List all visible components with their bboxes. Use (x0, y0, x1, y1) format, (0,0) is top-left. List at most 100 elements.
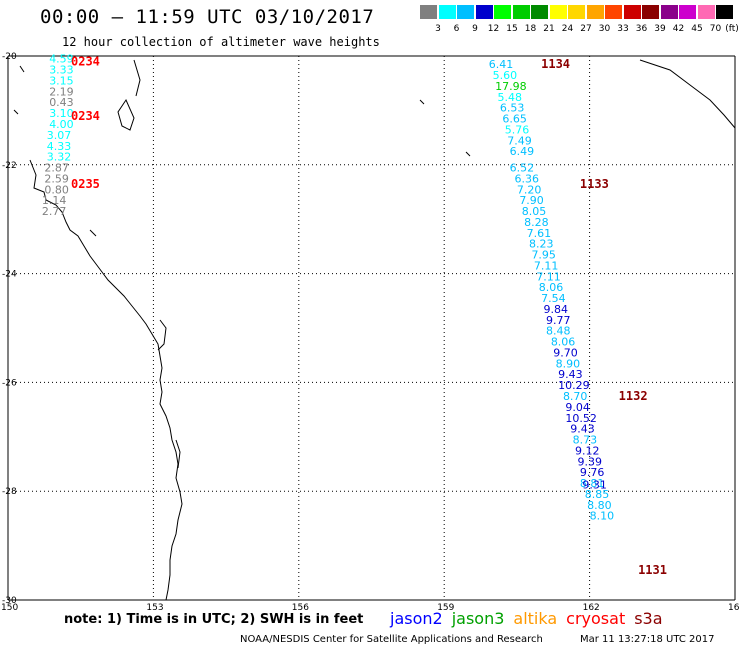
wave-height-value: 8.10 (590, 510, 615, 523)
scale-swatch (512, 5, 530, 19)
scale-swatch (586, 5, 604, 19)
wave-height-value: 9.70 (553, 346, 578, 359)
wave-height-value: 7.61 (527, 227, 552, 240)
wave-height-value: 6.41 (489, 58, 513, 71)
wave-height-value: 6.36 (514, 172, 539, 185)
scale-swatch (716, 5, 733, 19)
wave-height-value: 7.54 (541, 292, 566, 305)
scale-swatch (623, 5, 641, 19)
scale-label: 39 (654, 24, 666, 34)
wave-height-value: 10.52 (565, 412, 597, 425)
island-4 (13, 109, 19, 115)
lat-tick-label: -24 (2, 270, 17, 280)
lat-tick-label: -30 (2, 596, 17, 606)
scale-label: 36 (635, 24, 648, 34)
satellite-name: jason3 (451, 609, 505, 628)
scale-label: 12 (487, 24, 500, 34)
scale-label: 45 (691, 24, 703, 34)
island-1 (419, 99, 425, 105)
pass-time-label: 1131 (638, 563, 667, 577)
scale-label: 42 (672, 24, 685, 34)
wave-height-value: 2.77 (42, 205, 67, 218)
wave-height-value: 6.65 (502, 113, 527, 126)
pass-time-label: 0235 (71, 177, 100, 191)
wave-height-value: 9.39 (577, 455, 602, 468)
fraser-island (157, 319, 167, 351)
page-title: 00:00 – 11:59 UTC 03/10/2017 (40, 6, 375, 28)
scale-swatch (605, 5, 622, 19)
satellite-name: altika (513, 609, 558, 628)
scale-label: 9 (472, 24, 478, 34)
wave-height-value: 7.11 (536, 270, 561, 283)
lon-tick-label: 156 (292, 603, 309, 613)
west-track-values: 4.593.333.152.190.433.104.003.074.333.32… (42, 53, 74, 218)
wave-height-value: 8.23 (529, 238, 554, 251)
wave-height-value: 3.32 (47, 151, 71, 164)
wave-height-value: 5.76 (505, 123, 530, 136)
wave-height-value: 10.29 (558, 379, 590, 392)
scale-swatch (531, 5, 548, 19)
wave-height-value: 2.87 (44, 162, 69, 175)
wave-height-value: 8.81 (580, 477, 605, 490)
scale-label: 3 (435, 24, 441, 34)
island-2 (465, 151, 471, 157)
scale-label: 18 (524, 24, 537, 34)
map-grid (7, 55, 736, 601)
lat-tick-label: -28 (2, 487, 17, 497)
wave-height-value: 7.11 (534, 259, 559, 272)
cape-hillsborough (133, 59, 141, 97)
wave-height-value: 9.31 (582, 479, 607, 492)
coastline (13, 59, 736, 601)
pass-time-label: 0234 (71, 109, 100, 123)
scale-label: 6 (453, 24, 460, 34)
lat-tick-label: -26 (2, 378, 17, 388)
scale-swatch (438, 5, 456, 19)
scale-swatch (697, 5, 715, 19)
wave-height-value: 6.52 (510, 162, 535, 175)
footer-note: note: 1) Time is in UTC; 2) SWH is in fe… (64, 612, 364, 627)
wave-height-value: 6.49 (510, 145, 535, 158)
wave-height-value: 8.06 (551, 336, 576, 349)
wave-height-value: 7.95 (531, 249, 556, 262)
scale-label: 21 (543, 24, 555, 34)
wave-height-value: 17.98 (495, 80, 526, 93)
scale-label: 27 (580, 24, 592, 34)
lon-tick-label: 159 (437, 603, 454, 613)
wave-height-value: 9.12 (575, 444, 600, 457)
island-5 (89, 229, 97, 237)
island-3 (19, 65, 25, 73)
scale-label: 24 (561, 24, 574, 34)
scale-swatch (494, 5, 511, 19)
wave-height-value: 9.84 (544, 303, 569, 316)
wave-height-value: 9.43 (558, 368, 583, 381)
lon-tick-label: 153 (146, 603, 163, 613)
satellite-name: jason2 (390, 609, 443, 628)
scale-unit: (ft) (725, 24, 739, 34)
wave-height-value: 7.20 (517, 183, 542, 196)
wave-height-value: 8.06 (539, 281, 564, 294)
pass-time-label: 1133 (580, 177, 609, 191)
wave-height-value: 2.19 (49, 85, 74, 98)
scale-swatch (660, 5, 678, 19)
scale-label: 15 (506, 24, 518, 34)
wave-height-value: 8.85 (585, 488, 610, 501)
credit-text: NOAA/NESDIS Center for Satellite Applica… (240, 634, 543, 645)
wave-height-value: 3.10 (49, 107, 74, 120)
satellite-name: s3a (634, 609, 663, 628)
wave-height-value: 8.05 (522, 205, 547, 218)
page-subtitle: 12 hour collection of altimeter wave hei… (62, 35, 380, 49)
lat-tick-label: -20 (2, 52, 17, 62)
lon-tick-label: 165 (728, 603, 740, 613)
scale-label: 30 (598, 24, 611, 34)
wave-height-value: 8.48 (546, 325, 571, 338)
pass-time-label: 1132 (619, 389, 648, 403)
wave-height-value: 3.15 (49, 74, 74, 87)
wave-height-value: 5.48 (498, 91, 522, 104)
wave-height-value: 2.59 (44, 172, 69, 185)
scale-swatch (475, 5, 493, 19)
wave-height-value: 8.80 (587, 499, 612, 512)
lon-tick-label: 162 (583, 603, 600, 613)
new-caledonia (639, 59, 736, 129)
